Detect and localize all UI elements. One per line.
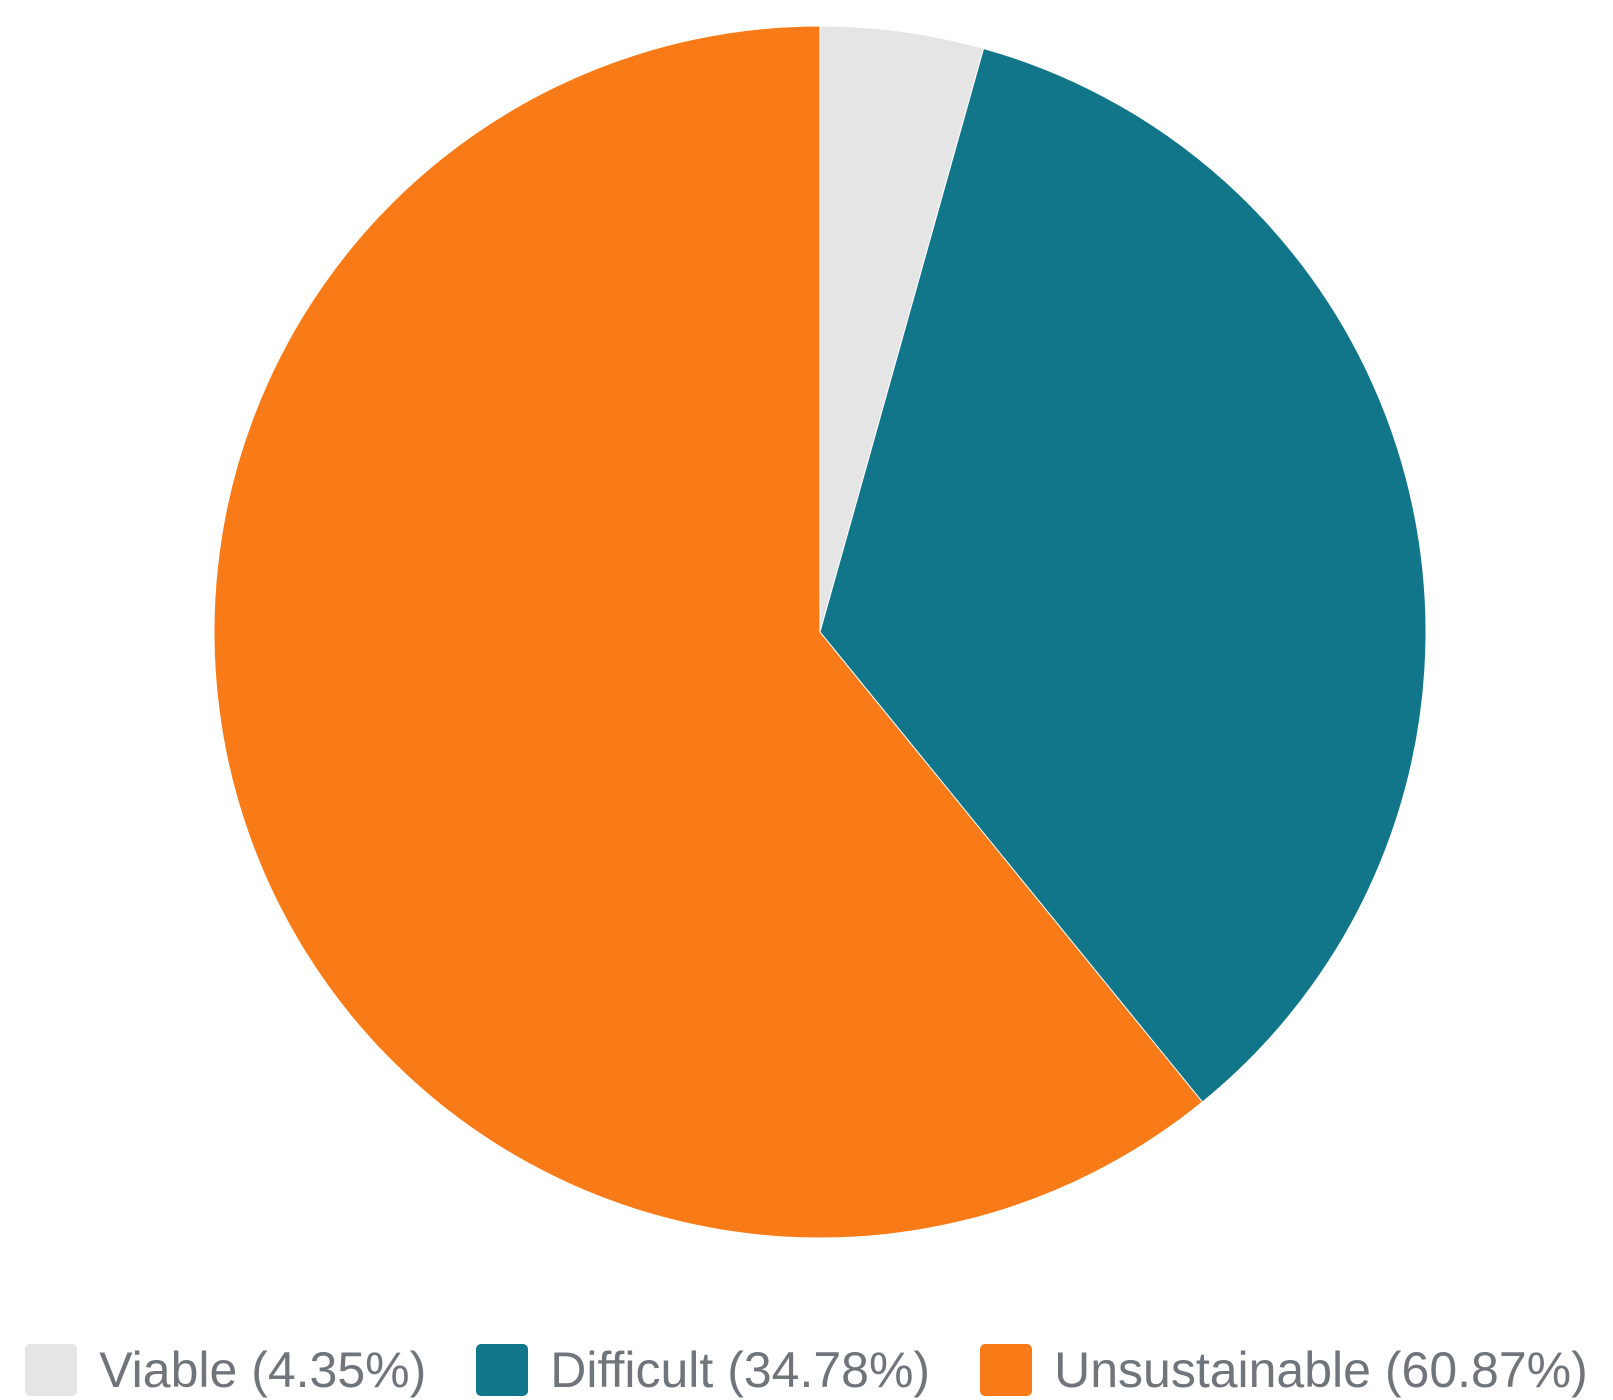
legend-item-difficult: Difficult (34.78%) [476, 1344, 930, 1396]
legend-swatch-difficult [476, 1344, 528, 1396]
legend-swatch-viable [25, 1344, 77, 1396]
legend-item-unsustainable: Unsustainable (60.87%) [980, 1344, 1588, 1396]
legend: Viable (4.35%) Difficult (34.78%) Unsust… [0, 1340, 1613, 1400]
legend-label-unsustainable: Unsustainable (60.87%) [1054, 1345, 1588, 1395]
pie-chart [0, 0, 1613, 1290]
legend-label-difficult: Difficult (34.78%) [550, 1345, 930, 1395]
legend-label-viable: Viable (4.35%) [99, 1345, 426, 1395]
legend-swatch-unsustainable [980, 1344, 1032, 1396]
legend-item-viable: Viable (4.35%) [25, 1344, 426, 1396]
